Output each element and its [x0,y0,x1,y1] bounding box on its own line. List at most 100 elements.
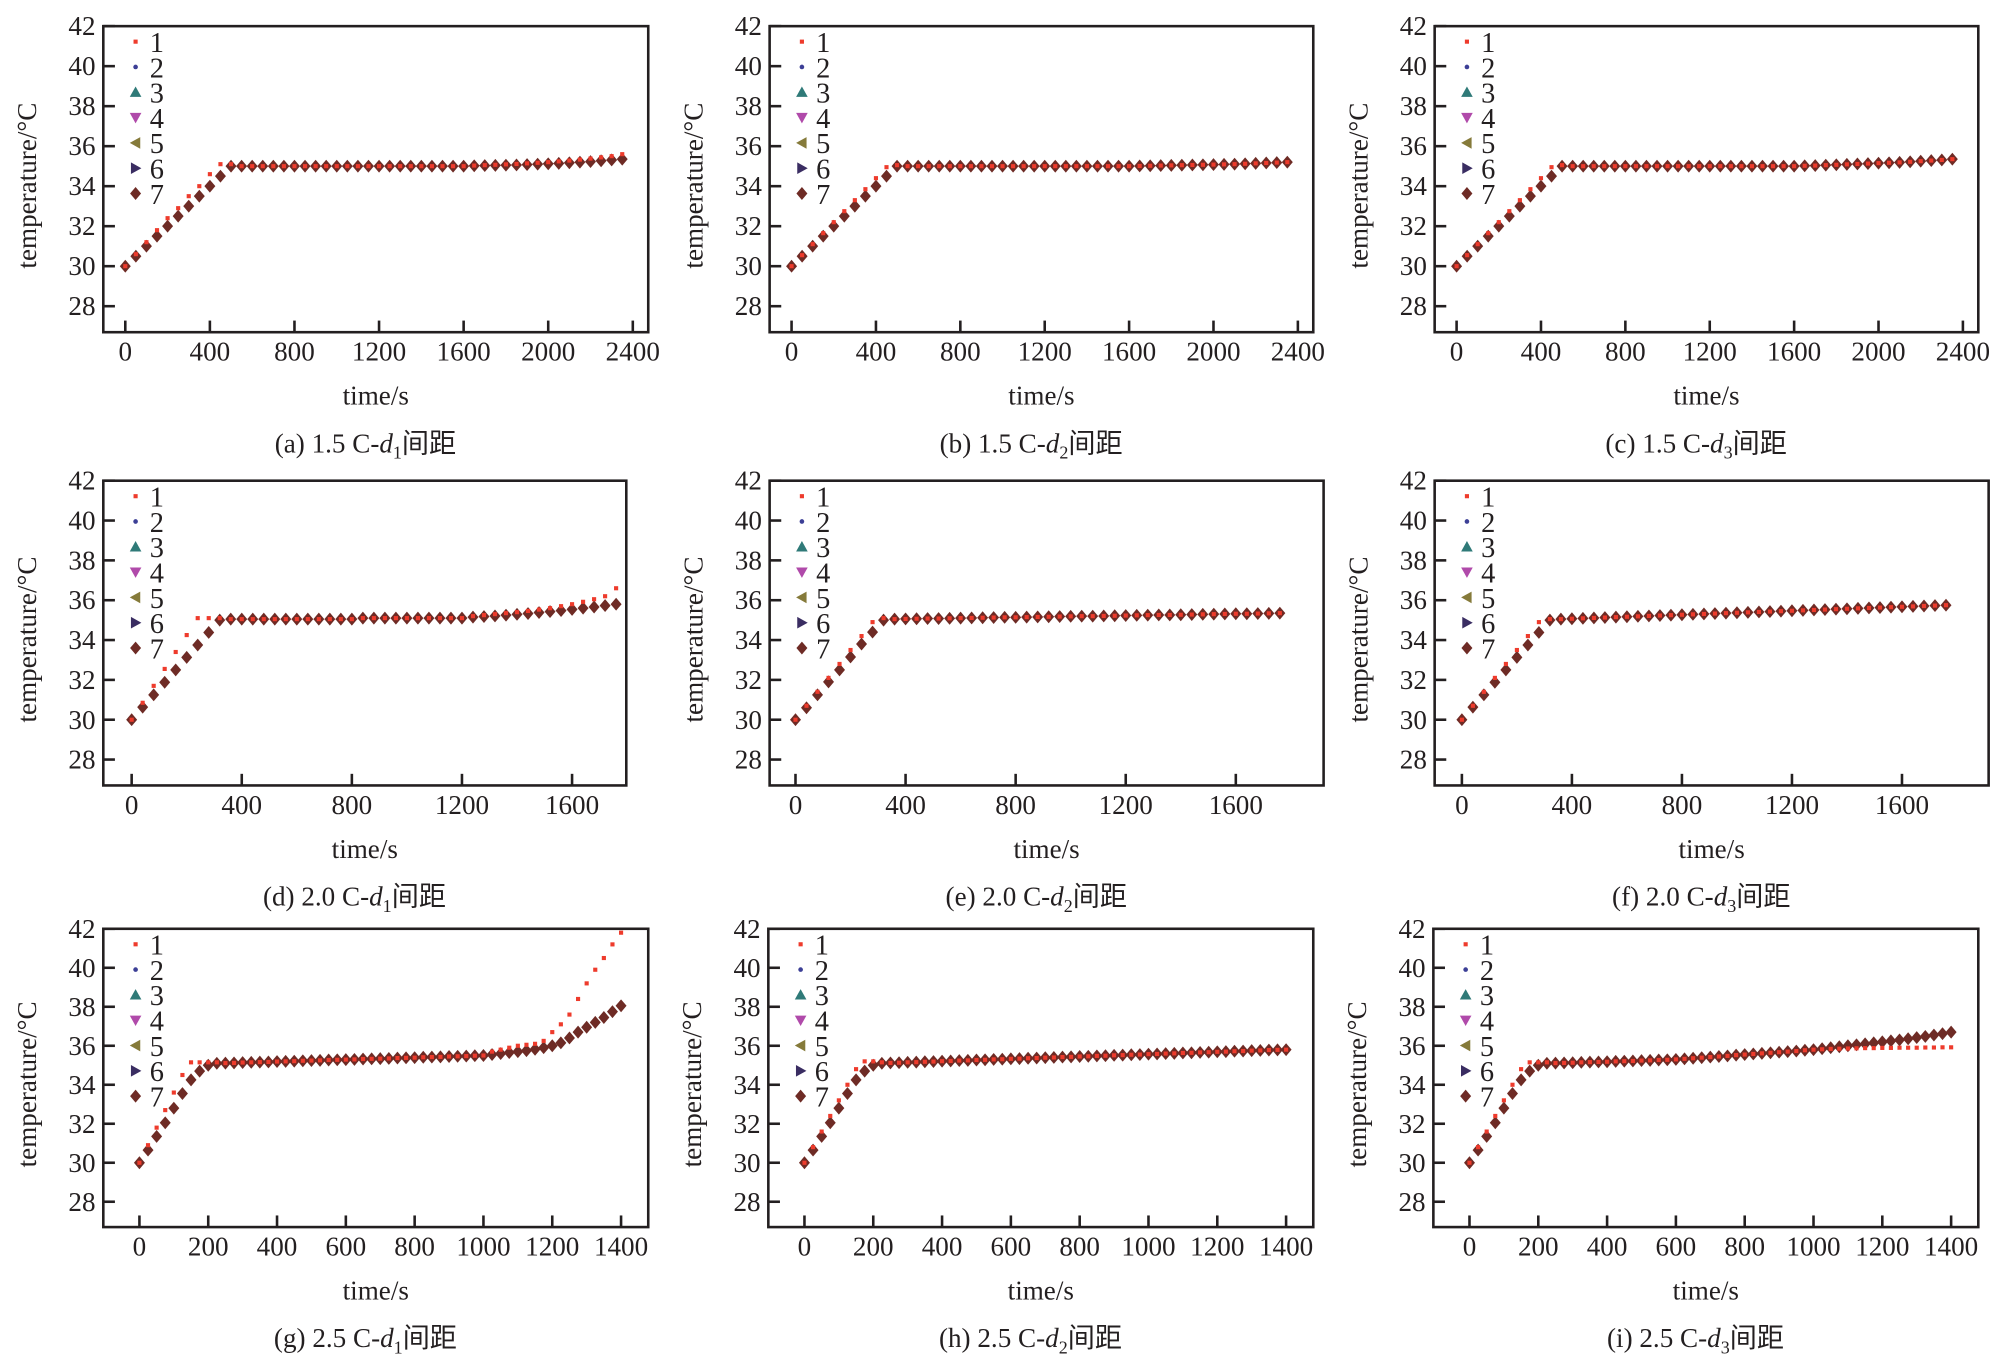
legend-label: 5 [1481,129,1495,160]
data-point-series-1 [1569,616,1574,621]
legend-label: 4 [1481,104,1495,135]
data-point-series-7 [870,179,882,193]
data-point-series-1 [1725,1053,1730,1058]
data-point-series-1 [1707,164,1712,169]
data-point-series-7 [538,1041,550,1055]
x-tick-label: 400 [1521,337,1562,367]
data-point-series-1 [492,612,498,617]
caption-suffix: 间距 [1068,428,1122,458]
data-point-series-1 [1496,220,1501,225]
data-point-series-1 [197,184,202,189]
data-point-series-1 [1734,1053,1739,1058]
x-tick-label: 1600 [1767,337,1821,367]
data-point-series-1 [575,996,581,1002]
data-point-series-1 [1145,613,1150,618]
legend-label: 1 [1480,931,1494,962]
data-point-series-1 [1759,1051,1764,1056]
plot-frame [768,479,1325,787]
data-point-series-1 [493,162,498,167]
y-tick-label: 36 [1400,585,1427,615]
caption-prefix: (f) 2.0 C- [1612,882,1714,912]
data-point-series-1 [896,1060,902,1065]
data-point-series-1 [1701,611,1707,617]
data-point-series-1 [274,1059,280,1064]
legend-marker-3 [129,989,142,1000]
data-point-series-1 [429,1055,434,1060]
caption-var: d [369,882,383,912]
data-point-series-1 [1910,604,1916,609]
y-tick-label: 34 [1399,1070,1427,1100]
legend-marker-7 [1461,187,1473,200]
caption-sub: 3 [1724,443,1733,463]
data-point-series-1 [446,1054,452,1059]
data-point-series-7 [185,1073,197,1087]
data-point-series-1 [810,1145,816,1150]
x-tick-label: 1200 [1018,337,1072,367]
data-point-series-7 [503,1046,515,1060]
legend-marker-6 [1462,616,1473,629]
data-point-series-7 [606,1005,618,1019]
data-point-series-1 [250,617,255,622]
y-tick-label: 40 [1399,953,1426,983]
data-point-series-1 [1749,164,1755,169]
data-point-series-1 [1932,603,1938,608]
data-point-series-1 [228,617,233,622]
x-tick-label: 0 [125,790,139,820]
legend-marker-1 [1464,39,1470,44]
data-point-series-1 [1579,1060,1584,1065]
data-point-series-1 [1742,1052,1747,1057]
y-tick-label: 38 [68,91,95,121]
data-point-series-1 [165,216,170,221]
data-point-series-7 [214,169,226,183]
data-point-series-7 [1911,1031,1923,1045]
data-point-series-1 [873,176,879,181]
legend-label: 3 [150,981,164,1012]
caption-suffix: 间距 [392,882,446,912]
data-point-series-1 [1481,689,1486,694]
caption-prefix: (b) 1.5 C- [940,428,1046,458]
legend-label: 1 [150,483,164,514]
legend-label: 4 [815,1007,829,1038]
data-point-series-1 [1682,1056,1687,1061]
data-point-series-1 [1266,1047,1271,1053]
data-point-series-1 [188,1060,194,1065]
data-point-series-1 [498,1047,503,1052]
data-point-series-1 [1077,1054,1082,1059]
data-point-series-1 [1090,614,1095,619]
data-point-series-1 [1103,1053,1108,1058]
data-point-series-7 [148,688,160,702]
data-point-series-7 [1503,209,1515,223]
legend-marker-2 [133,967,138,972]
data-point-series-1 [1833,607,1839,612]
legend-label: 6 [816,609,830,640]
y-tick-label: 40 [735,506,762,536]
data-point-series-1 [137,1160,142,1165]
data-point-series-1 [1127,164,1132,169]
data-point-series-1 [1888,1045,1893,1050]
data-point-series-1 [1232,1049,1237,1054]
series-7 [133,999,627,1170]
data-point-series-1 [536,607,542,612]
data-point-series-1 [905,1060,910,1065]
y-axis-label: temperature/°C [678,557,708,723]
data-point-series-1 [1026,1056,1031,1061]
data-point-series-1 [1063,164,1068,169]
caption-suffix: 间距 [403,1323,457,1353]
legend-label: 4 [150,1007,164,1038]
plot-frame [1433,479,1990,787]
data-point-series-1 [1035,614,1040,620]
y-axis-label: temperature/°C [12,1001,42,1167]
data-point-series-1 [1507,209,1512,214]
data-point-series-1 [206,1060,211,1065]
data-point-series-1 [1876,161,1881,166]
data-point-series-1 [1222,611,1227,617]
data-point-series-1 [343,1057,348,1062]
legend-label: 1 [150,931,164,962]
legend-marker-6 [130,162,142,175]
data-point-series-1 [382,616,387,621]
data-point-series-1 [1665,164,1670,169]
data-point-series-1 [1686,164,1691,169]
data-point-series-1 [1760,164,1765,169]
